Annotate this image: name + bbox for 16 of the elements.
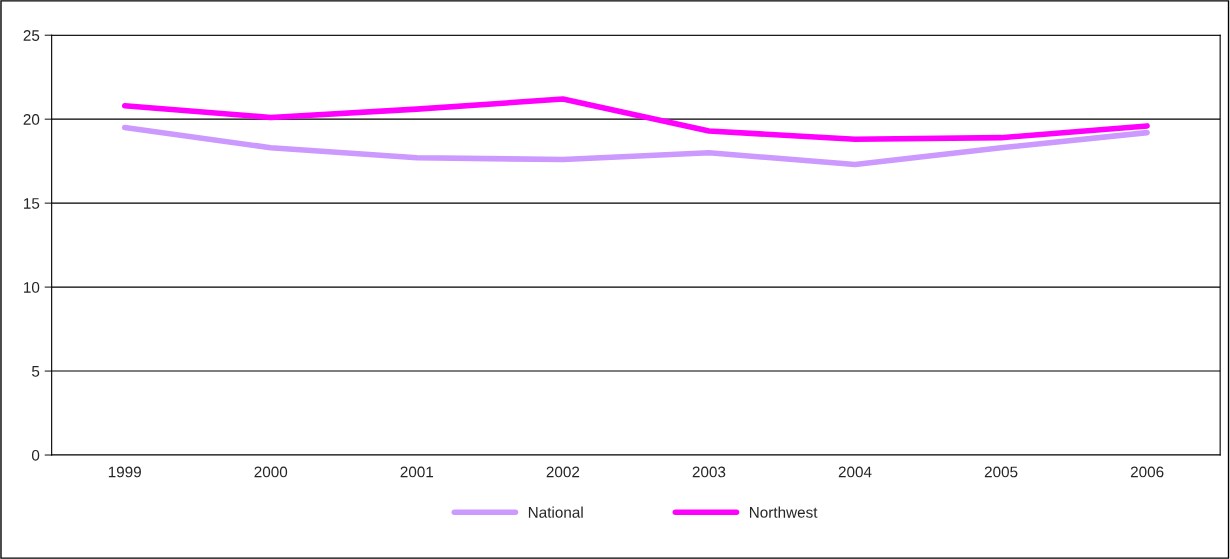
y-tick-label: 5 <box>31 366 40 377</box>
y-tick-label: 15 <box>24 198 40 209</box>
x-tick-label: 1999 <box>108 466 141 478</box>
legend-label: Northwest <box>749 506 818 518</box>
x-tick-label: 2001 <box>400 466 434 478</box>
x-tick-label: 2002 <box>546 466 580 478</box>
x-tick-label: 2000 <box>254 466 288 478</box>
x-tick-label: 2004 <box>838 466 872 478</box>
x-tick-label: 2006 <box>1130 466 1164 478</box>
y-tick-label: 10 <box>24 281 40 293</box>
y-tick-label: 20 <box>23 114 40 125</box>
y-tick-label: 25 <box>23 30 40 41</box>
x-tick-label: 2005 <box>984 466 1018 478</box>
y-tick-label: 0 <box>31 449 40 461</box>
x-tick-label: 2003 <box>692 466 726 478</box>
legend-label: National <box>528 506 583 518</box>
